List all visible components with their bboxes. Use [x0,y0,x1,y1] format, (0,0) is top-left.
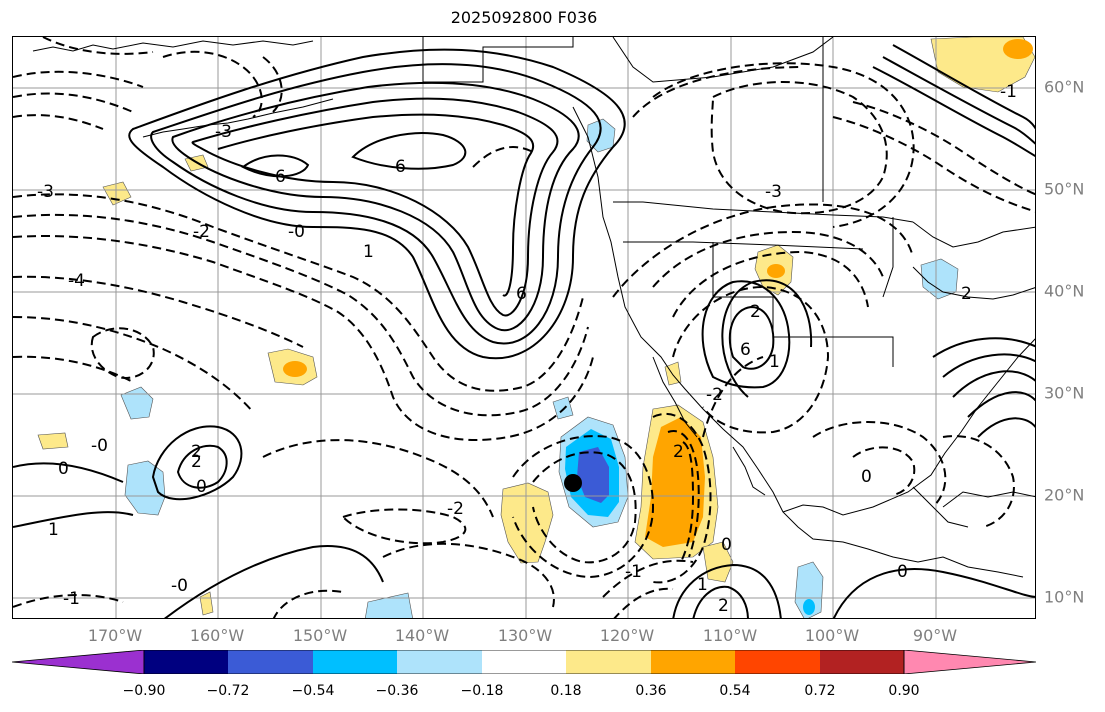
lon-label-110w: 110°W [702,626,758,645]
contour-label: 1 [697,575,708,595]
lon-label-140w: 140°W [394,626,450,645]
contour-label: -4 [68,271,85,291]
contour-label: -2 [706,385,723,405]
colorbar-bin [820,650,904,674]
contour-label: 2 [191,452,202,472]
contour-label: -1 [1000,82,1017,102]
contour-label: 2 [961,284,972,304]
contour-label: 1 [769,352,780,372]
contour-label: -2 [447,499,464,519]
contour-label: 1 [48,520,59,540]
shaded-fields [37,37,1035,618]
lon-label-100w: 100°W [804,626,860,645]
contour-label: 2 [673,442,684,462]
contour-label: 2 [750,302,761,322]
dashed-contours [13,37,1035,618]
contour-label: 0 [58,459,69,479]
colorbar-tick-label: −0.36 [375,683,419,699]
lat-label-50n: 50°N [1044,179,1085,199]
colorbar-extend-high [903,650,1036,674]
colorbar-extend-low [12,650,145,674]
contour-label: -3 [215,122,232,142]
contour-label: 6 [275,167,286,187]
negative-anomaly-w [120,386,154,420]
colorbar-tick-label: 0.90 [888,683,920,699]
contour-label: -0 [288,222,305,242]
colorbar-tick-label: −0.72 [206,683,250,699]
lon-label-160w: 160°W [189,626,245,645]
positive-anomaly-small-1 [37,432,69,450]
colorbar-tick-label: 0.72 [804,683,836,699]
lat-label-10n: 10°N [1044,587,1085,607]
lon-label-120w: 120°W [599,626,655,645]
negative-anomaly-small-2 [552,396,574,420]
colorbar-bin [651,650,735,674]
lat-label-30n: 30°N [1044,383,1085,403]
contour-label: -3 [765,182,782,202]
positive-anomaly-west [500,482,554,564]
negative-anomaly-hawaii [124,460,166,516]
storm-center-dot[interactable] [564,474,582,492]
contour-label: 1 [363,242,374,262]
negative-anomaly-south [794,561,824,618]
contour-label: 0 [196,477,207,497]
colorbar-bin [228,650,313,674]
lat-label-60n: 60°N [1044,77,1085,97]
contour-label: 2 [718,596,729,616]
coastlines [32,37,1035,578]
colorbar-bin [735,650,820,674]
colorbar-tick-label: −0.90 [122,683,166,699]
contour-label-group: 6 6 6 6 -3 -3 -4 -0 -2 2 -1 0 1 0 -0 2 1… [37,82,1017,616]
colorbar-bin [144,650,228,674]
colorbar-tick-label: 0.18 [550,683,582,699]
contour-label: 0 [721,535,732,555]
contour-label: 2 [191,442,202,462]
map-canvas: 6 6 6 6 -3 -3 -4 -0 -2 2 -1 0 1 0 -0 2 1… [13,37,1035,618]
lon-label-170w: 170°W [87,626,143,645]
contour-label: 6 [395,157,406,177]
colorbar-tick-label: −0.54 [291,683,335,699]
map-panel[interactable]: 6 6 6 6 -3 -3 -4 -0 -2 2 -1 0 1 0 -0 2 1… [12,36,1036,619]
lat-label-40n: 40°N [1044,281,1085,301]
contour-label: 6 [740,340,751,360]
positive-anomaly-central-core [283,361,307,377]
colorbar-bin [566,650,651,674]
negative-anomaly-storm-core [577,447,609,503]
contour-label: -0 [171,576,188,596]
colorbar-bin [313,650,397,674]
contour-label: 6 [516,284,527,304]
lon-label-150w: 150°W [292,626,348,645]
positive-anomaly-mexico-core [767,264,785,278]
colorbar-tick-label: 0.36 [635,683,667,699]
positive-anomaly-baja [702,541,734,583]
negative-anomaly-south-core [803,599,815,615]
map-title: 2025092800 F036 [450,8,598,27]
lon-label-90w: 90°W [912,626,958,645]
colorbar-tick-label: −0.18 [460,683,504,699]
contours [13,44,1035,618]
lat-label-20n: 20°N [1044,485,1085,505]
contour-label: 0 [861,467,872,487]
positive-anomaly-ne-core [1003,39,1033,59]
contour-label: -3 [37,182,54,202]
negative-anomaly-small-1 [365,592,413,618]
positive-anomaly-small-4 [199,591,214,616]
contour-label: -1 [63,589,80,609]
graticule [13,37,1035,618]
colorbar-tick-label: 0.54 [719,683,751,699]
colorbar-bin [482,650,566,674]
contour-label: -2 [193,222,210,242]
contour-label: -1 [625,562,642,582]
positive-anomaly-gulf-core [645,417,705,547]
negative-anomaly-greatlakes [920,258,959,300]
contour-label: 0 [897,562,908,582]
lon-label-130w: 130°W [497,626,553,645]
contour-label: -0 [91,436,108,456]
colorbar [12,650,1036,674]
colorbar-bin [397,650,482,674]
